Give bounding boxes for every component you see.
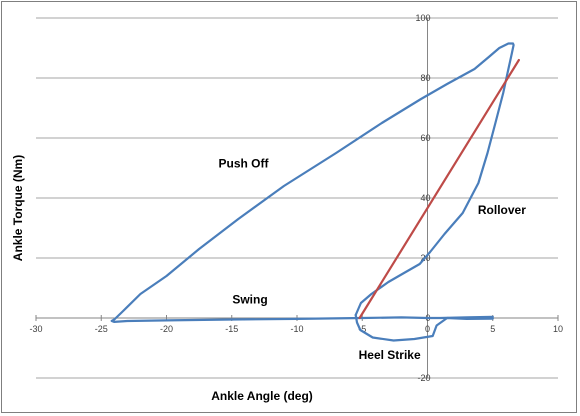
annotations: Push Off Rollover Swing Heel Strike	[218, 156, 526, 362]
y-tick-label: 60	[420, 133, 430, 143]
x-tick-label: 5	[490, 324, 495, 334]
annotation-label: Push Off	[218, 156, 269, 170]
y-tick-label: 40	[420, 193, 430, 203]
x-tick-label: 0	[425, 324, 430, 334]
x-tick-label: -15	[225, 324, 238, 334]
x-axis-title: Ankle Angle (deg)	[211, 389, 313, 403]
y-axis-title: Ankle Torque (Nm)	[11, 155, 25, 261]
series-line-1	[354, 313, 494, 342]
y-tick-label: 80	[420, 73, 430, 83]
x-tick-label: -25	[95, 324, 108, 334]
data-series	[110, 42, 521, 342]
series-line-2	[358, 58, 521, 320]
x-tick-label: 10	[553, 324, 563, 334]
gridlines	[36, 17, 558, 379]
annotation-label: Swing	[232, 292, 267, 306]
y-tick-label: 100	[415, 13, 430, 23]
x-tick-label: -30	[29, 324, 42, 334]
annotation-label: Rollover	[478, 203, 526, 217]
x-tick-label: -20	[160, 324, 173, 334]
y-tick-label: -20	[417, 373, 430, 383]
annotation-label: Heel Strike	[359, 348, 421, 362]
series-line-0	[110, 42, 515, 323]
x-tick-label: -10	[290, 324, 303, 334]
x-tick-label: -5	[358, 324, 366, 334]
